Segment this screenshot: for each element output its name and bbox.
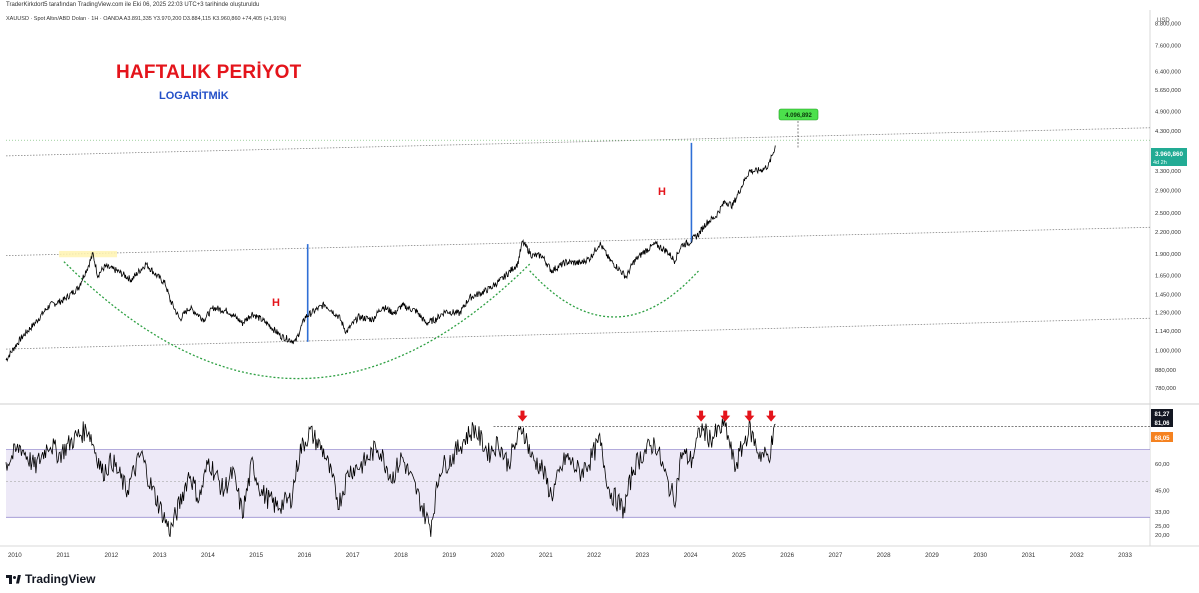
price-pane[interactable] bbox=[5, 127, 1151, 380]
time-tick-label: 2016 bbox=[298, 552, 312, 559]
tradingview-logo-text: TradingView bbox=[25, 572, 96, 586]
rsi-current-label: 81,27 bbox=[1154, 412, 1170, 418]
pattern-label-h-2: H bbox=[658, 186, 666, 198]
price-tick-label: 1.290,000 bbox=[1155, 310, 1181, 316]
rsi-prev-peak-label: 81,06 bbox=[1154, 421, 1170, 427]
price-tick-label: 5.650,000 bbox=[1155, 88, 1181, 94]
price-tick-label: 880,000 bbox=[1155, 368, 1176, 374]
channel-line[interactable] bbox=[5, 226, 1151, 257]
rsi-tick-label: 20,00 bbox=[1155, 533, 1170, 539]
currency-label: USD bbox=[1157, 18, 1170, 24]
rsi-tick-label: 60,00 bbox=[1155, 462, 1170, 468]
time-tick-label: 2029 bbox=[925, 552, 939, 559]
tradingview-logo-icon bbox=[6, 574, 22, 584]
time-tick-label: 2030 bbox=[973, 552, 987, 559]
time-tick-label: 2010 bbox=[8, 552, 22, 559]
price-tick-label: 8.800,000 bbox=[1155, 22, 1181, 28]
time-tick-label: 2012 bbox=[104, 552, 118, 559]
chart-attribution: TraderKirkdort5 tarafından TradingView.c… bbox=[6, 2, 260, 8]
price-tick-label: 2.500,000 bbox=[1155, 211, 1181, 217]
chart-title-annotation: HAFTALIK PERİYOT bbox=[116, 62, 302, 83]
time-tick-label: 2022 bbox=[587, 552, 601, 559]
signal-arrow-icon bbox=[744, 410, 755, 422]
rsi-ma-badge[interactable]: 68,05 bbox=[1151, 432, 1173, 442]
price-tick-label: 4.900,000 bbox=[1155, 110, 1181, 116]
time-axis[interactable]: 2010 2011 2012 2013 2014 2015 2016 2017 2018 2019… bbox=[8, 552, 1133, 559]
price-tick-label: 1.900,000 bbox=[1155, 252, 1181, 258]
rsi-axis[interactable]: 20,00 25,00 33,00 45,00 60,00 bbox=[1155, 462, 1170, 539]
rsi-tick-label: 45,00 bbox=[1155, 489, 1170, 495]
time-tick-label: 2026 bbox=[780, 552, 794, 559]
channel-line[interactable] bbox=[5, 317, 1151, 350]
price-tick-label: 1.450,000 bbox=[1155, 293, 1181, 299]
channel-line[interactable] bbox=[5, 127, 1151, 157]
time-tick-label: 2033 bbox=[1118, 552, 1132, 559]
time-tick-label: 2025 bbox=[732, 552, 746, 559]
cup-curve-large[interactable] bbox=[63, 261, 531, 380]
rsi-tick-label: 33,00 bbox=[1155, 510, 1170, 516]
price-tick-label: 3.300,000 bbox=[1155, 169, 1181, 175]
time-tick-label: 2013 bbox=[153, 552, 167, 559]
time-tick-label: 2031 bbox=[1022, 552, 1036, 559]
last-price-badge[interactable]: 3.960,860 4d 2h bbox=[1151, 148, 1187, 166]
time-tick-label: 2023 bbox=[635, 552, 649, 559]
time-tick-label: 2020 bbox=[491, 552, 505, 559]
chart-subtitle-annotation: LOGARİTMİK bbox=[159, 90, 229, 102]
resistance-highlight bbox=[59, 250, 118, 258]
price-tick-label: 2.900,000 bbox=[1155, 188, 1181, 194]
rsi-value-badge[interactable]: 81,27 81,06 bbox=[1151, 409, 1173, 427]
time-tick-label: 2014 bbox=[201, 552, 215, 559]
rsi-series-line[interactable] bbox=[5, 417, 776, 538]
price-axis[interactable]: 780,000 880,000 1.000,000 1.140,000 1.290,00… bbox=[1155, 22, 1181, 392]
time-tick-label: 2018 bbox=[394, 552, 408, 559]
price-tick-label: 1.000,000 bbox=[1155, 349, 1181, 355]
countdown-label: 4d 2h bbox=[1153, 160, 1167, 166]
rsi-ma-label: 68,05 bbox=[1154, 436, 1170, 442]
price-tick-label: 7.600,000 bbox=[1155, 44, 1181, 50]
pattern-label-h-1: H bbox=[272, 297, 280, 309]
time-tick-label: 2028 bbox=[877, 552, 891, 559]
time-tick-label: 2027 bbox=[829, 552, 843, 559]
time-tick-label: 2011 bbox=[56, 552, 70, 559]
target-price-label: 4.096,892 bbox=[785, 113, 812, 119]
signal-arrow-icon bbox=[766, 410, 777, 422]
price-series-line[interactable] bbox=[5, 145, 776, 363]
price-tick-label: 6.400,000 bbox=[1155, 69, 1181, 75]
price-tick-label: 2.200,000 bbox=[1155, 230, 1181, 236]
time-tick-label: 2019 bbox=[442, 552, 456, 559]
signal-arrow-icon bbox=[696, 410, 707, 422]
cup-curve-small[interactable] bbox=[529, 270, 700, 318]
price-tick-label: 780,000 bbox=[1155, 386, 1176, 392]
signal-arrow-icon bbox=[720, 410, 731, 422]
time-tick-label: 2032 bbox=[1070, 552, 1084, 559]
time-tick-label: 2015 bbox=[249, 552, 263, 559]
time-tick-label: 2021 bbox=[539, 552, 553, 559]
tradingview-logo[interactable]: TradingView bbox=[6, 572, 95, 586]
symbol-ohlc-line[interactable]: XAUUSD · Spot Altın/ABD Doları · 1H · OA… bbox=[6, 16, 287, 22]
last-price-label: 3.960,860 bbox=[1155, 151, 1184, 158]
price-tick-label: 1.140,000 bbox=[1155, 329, 1181, 335]
target-price-badge[interactable]: 4.096,892 bbox=[778, 108, 819, 121]
time-tick-label: 2024 bbox=[684, 552, 698, 559]
rsi-tick-label: 25,00 bbox=[1155, 524, 1170, 530]
time-tick-label: 2017 bbox=[346, 552, 360, 559]
signal-arrow-icon bbox=[517, 410, 528, 422]
rsi-pane[interactable] bbox=[5, 410, 1150, 538]
price-tick-label: 1.650,000 bbox=[1155, 273, 1181, 279]
price-tick-label: 4.300,000 bbox=[1155, 129, 1181, 135]
